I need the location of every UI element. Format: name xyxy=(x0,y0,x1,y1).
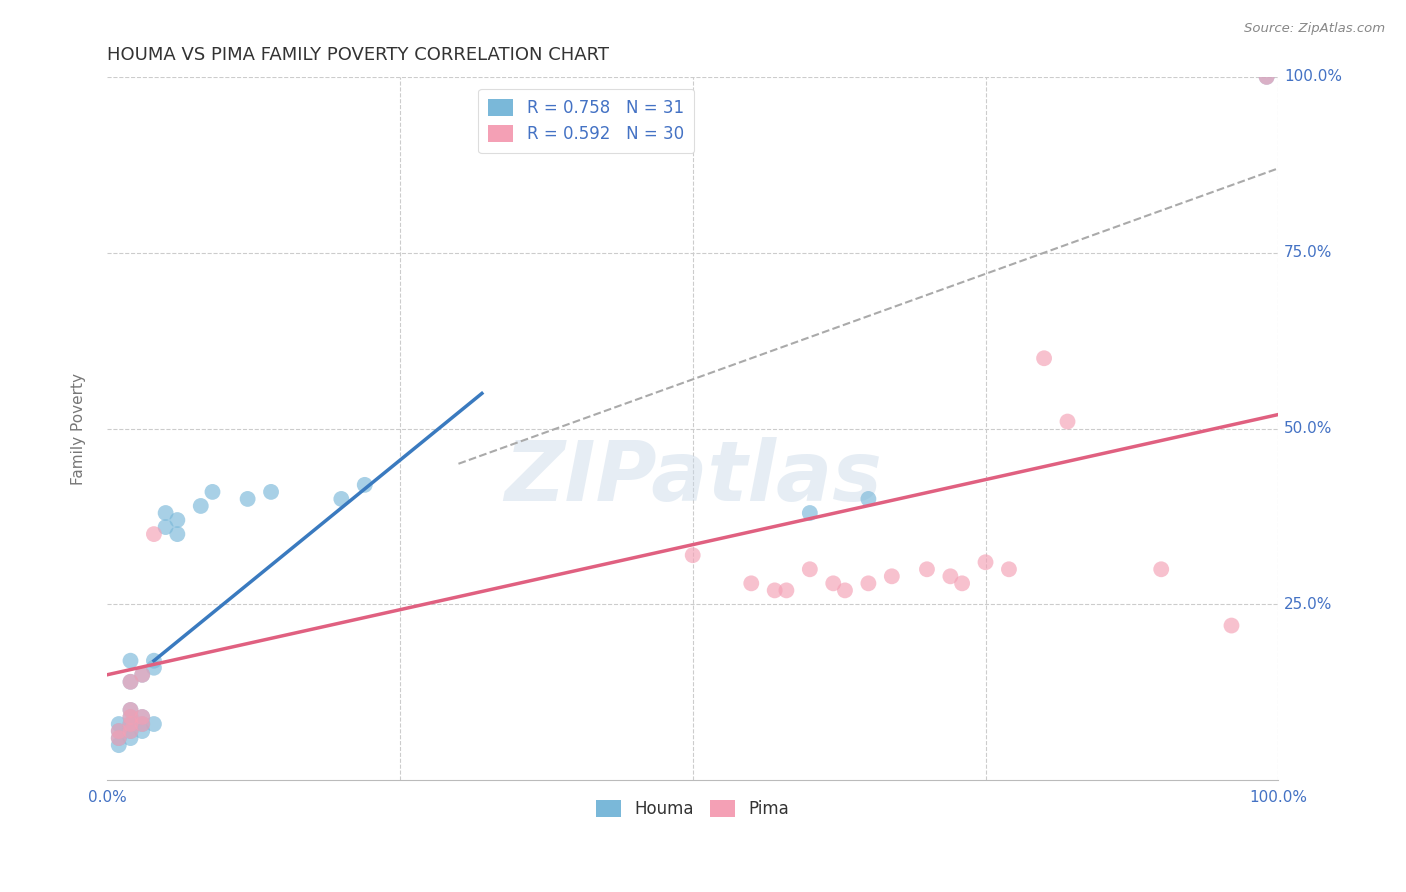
Point xyxy=(120,731,142,745)
Point xyxy=(236,491,259,506)
Point xyxy=(142,527,165,541)
Point xyxy=(120,717,142,731)
Point xyxy=(880,569,903,583)
Text: 75.0%: 75.0% xyxy=(1284,245,1333,260)
Point xyxy=(201,484,224,499)
Point xyxy=(155,520,177,534)
Point xyxy=(775,583,797,598)
Point xyxy=(330,491,353,506)
Point xyxy=(142,717,165,731)
Point xyxy=(107,724,129,739)
Point xyxy=(1033,351,1056,366)
Point xyxy=(1150,562,1173,576)
Point xyxy=(1220,618,1243,632)
Text: 25.0%: 25.0% xyxy=(1284,597,1333,612)
Point xyxy=(950,576,973,591)
Point xyxy=(858,491,880,506)
Point xyxy=(120,724,142,739)
Point xyxy=(1056,415,1078,429)
Point xyxy=(131,717,153,731)
Point xyxy=(142,654,165,668)
Point xyxy=(682,548,704,562)
Text: ZIPatlas: ZIPatlas xyxy=(503,437,882,518)
Y-axis label: Family Poverty: Family Poverty xyxy=(72,373,86,484)
Text: 100.0%: 100.0% xyxy=(1284,70,1343,85)
Point xyxy=(120,717,142,731)
Point xyxy=(131,667,153,681)
Point xyxy=(120,703,142,717)
Text: 50.0%: 50.0% xyxy=(1284,421,1333,436)
Point xyxy=(799,506,821,520)
Text: HOUMA VS PIMA FAMILY POVERTY CORRELATION CHART: HOUMA VS PIMA FAMILY POVERTY CORRELATION… xyxy=(107,46,609,64)
Point xyxy=(107,731,129,745)
Point xyxy=(131,717,153,731)
Point xyxy=(1256,70,1278,84)
Point xyxy=(120,724,142,739)
Point xyxy=(763,583,786,598)
Point xyxy=(120,674,142,689)
Point xyxy=(858,576,880,591)
Point xyxy=(998,562,1021,576)
Point xyxy=(915,562,938,576)
Point xyxy=(107,738,129,752)
Point xyxy=(1256,70,1278,84)
Point xyxy=(120,654,142,668)
Point xyxy=(120,703,142,717)
Point xyxy=(974,555,997,569)
Point xyxy=(166,513,188,527)
Point xyxy=(107,717,129,731)
Point xyxy=(120,710,142,724)
Point xyxy=(131,724,153,739)
Point xyxy=(353,478,375,492)
Text: Source: ZipAtlas.com: Source: ZipAtlas.com xyxy=(1244,22,1385,36)
Point xyxy=(823,576,845,591)
Point xyxy=(834,583,856,598)
Point xyxy=(166,527,188,541)
Point xyxy=(107,731,129,745)
Point xyxy=(190,499,212,513)
Point xyxy=(131,710,153,724)
Point xyxy=(142,661,165,675)
Legend: Houma, Pima: Houma, Pima xyxy=(589,793,796,825)
Point xyxy=(107,724,129,739)
Point xyxy=(120,710,142,724)
Point xyxy=(260,484,283,499)
Point xyxy=(131,667,153,681)
Point xyxy=(155,506,177,520)
Point xyxy=(939,569,962,583)
Point xyxy=(740,576,762,591)
Point xyxy=(799,562,821,576)
Point xyxy=(120,674,142,689)
Point xyxy=(131,710,153,724)
